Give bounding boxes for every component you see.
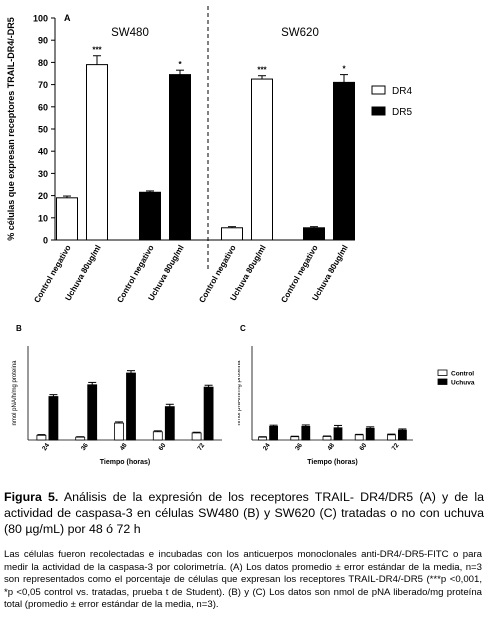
bar — [87, 384, 98, 441]
y-tick-label: 40 — [38, 147, 48, 157]
significance-marker: *** — [257, 66, 267, 75]
y-tick-label: 90 — [38, 36, 48, 46]
bar — [303, 227, 325, 241]
caption-text: Análisis de la expresión de los receptor… — [4, 490, 484, 536]
panel-label: C — [240, 324, 246, 333]
legend-label: Uchuva — [451, 380, 475, 387]
y-tick-label: 60 — [38, 102, 48, 112]
bar — [56, 197, 78, 241]
x-tick-label: 60 — [158, 442, 168, 452]
group-label: SW480 — [111, 27, 149, 39]
bar — [333, 427, 343, 441]
bar — [86, 64, 108, 241]
y-tick-label: 50 — [38, 125, 48, 135]
x-axis-title: Tiempo (horas) — [307, 459, 357, 466]
legend-label: Control — [451, 371, 474, 378]
legend-label: DR5 — [392, 107, 412, 118]
bar — [301, 425, 311, 441]
x-tick-label: 36 — [294, 442, 304, 452]
figure-caption: Figura 5. Análisis de la expresión de lo… — [4, 489, 484, 537]
bar — [322, 436, 332, 441]
x-tick-label: 60 — [358, 442, 368, 452]
x-tick-label: 48 — [119, 442, 129, 452]
significance-marker: * — [178, 60, 182, 69]
y-tick-label: 80 — [38, 58, 48, 68]
x-tick-label: 24 — [41, 442, 51, 452]
x-tick-label: 72 — [196, 442, 206, 452]
bar — [354, 434, 364, 441]
bar — [365, 427, 375, 441]
bar — [333, 81, 355, 241]
bar — [191, 432, 202, 441]
bar — [251, 78, 273, 241]
bar — [386, 434, 396, 441]
y-tick-label: 30 — [38, 169, 48, 179]
y-tick-label: 10 — [38, 213, 48, 223]
significance-marker: * — [342, 65, 346, 74]
bar — [48, 396, 59, 441]
legend-swatch — [371, 106, 386, 116]
x-tick-label: 24 — [262, 442, 272, 452]
bar — [221, 227, 243, 241]
x-axis-title: Tiempo (horas) — [100, 459, 150, 466]
bar — [75, 436, 86, 441]
bar — [397, 429, 407, 441]
y-tick-label: 20 — [38, 191, 48, 201]
panel-label: B — [16, 324, 22, 333]
bar — [139, 191, 161, 241]
chart-a: 0 10 20 30 40 50 60 70 80 90 100 % células que expr… — [6, 6, 412, 304]
group-label: SW620 — [281, 27, 319, 39]
bar — [203, 386, 214, 441]
x-tick-label: 48 — [326, 442, 336, 452]
x-tick-label: 36 — [80, 442, 90, 452]
bar — [269, 425, 279, 441]
bar — [169, 74, 191, 241]
caption-figure-label: Figura 5. — [4, 490, 59, 504]
y-tick-label: 70 — [38, 80, 48, 90]
significance-marker: *** — [92, 46, 102, 55]
y-tick-label: 100 — [33, 14, 48, 24]
figure-legend-text: Las células fueron recolectadas e incuba… — [4, 549, 482, 610]
legend-label: DR4 — [392, 86, 412, 97]
legend-swatch — [371, 85, 386, 95]
bar — [114, 422, 124, 441]
legend-swatch — [437, 369, 448, 376]
x-tick-label: 72 — [391, 442, 401, 452]
panel-label: A — [64, 13, 71, 23]
bar — [258, 436, 268, 441]
y-tick-label: 0 — [43, 236, 48, 246]
bar — [126, 372, 136, 441]
legend-swatch — [437, 378, 448, 385]
bar — [152, 431, 163, 441]
y-axis-title: % células que expresan receptores TRAIL-… — [6, 17, 16, 241]
bar — [164, 406, 175, 441]
bar — [290, 436, 300, 441]
y-axis-title: nmol pNA/h/mg proteína — [238, 360, 242, 426]
bar — [36, 434, 47, 441]
y-axis-title: nmol pNA/h/mg proteína — [12, 360, 18, 426]
